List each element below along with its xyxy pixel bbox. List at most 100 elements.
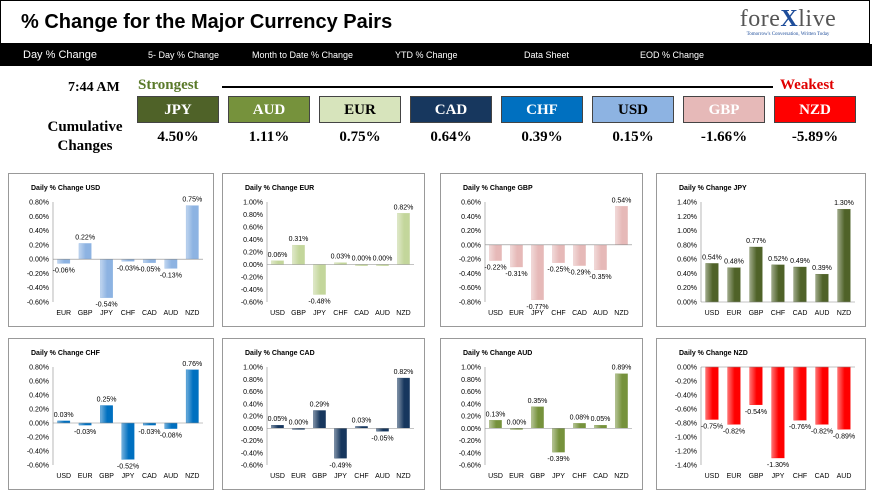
category-label: GBP [312,473,327,480]
currency-box-aud: AUD 1.11% [228,96,310,152]
bar [749,366,763,405]
category-label: AUD [163,310,178,317]
bar [100,258,113,298]
y-tick-label: 0.00% [461,426,481,433]
data-label: 0.49% [790,258,810,265]
category-label: NZD [396,473,410,480]
nav-5-day-change[interactable]: 5- Day % Change [148,50,220,60]
bar [793,366,807,421]
data-label: 0.25% [97,397,117,404]
bar [271,260,284,265]
nav-ytd-change[interactable]: YTD % Change [395,50,458,60]
data-label: 0.39% [812,265,832,272]
category-label: GBP [749,473,764,480]
y-tick-label: 0.80% [29,365,49,372]
nav-eod-change[interactable]: EOD % Change [640,50,705,60]
bar [705,366,719,420]
data-label: 0.82% [394,369,414,376]
data-label: -0.76% [789,424,811,431]
nav-day-change[interactable]: Day % Change [23,49,97,61]
bar [397,377,410,429]
category-label: EUR [509,310,524,317]
category-label: USD [270,473,285,480]
bar [531,244,544,301]
data-label: 0.52% [768,256,788,263]
data-label: 0.00% [373,256,393,263]
y-tick-label: 0.00% [461,242,481,249]
category-label: CHF [793,473,807,480]
weakest-label: Weakest [780,77,835,93]
bar [292,244,305,265]
forexlive-logo[interactable]: foreXlive Tomorrow's Conversation, Writt… [729,7,847,37]
bar [271,425,284,429]
bar [397,213,410,265]
currency-box-usd: USD 0.15% [592,96,674,152]
data-label: 0.89% [612,365,632,372]
nav-month-to-date-change[interactable]: Month to Date % Change [252,50,354,60]
y-tick-label: -0.20% [27,435,49,442]
bar-chart: Daily % Change AUD -0.60% -0.40% -0.20% 0.00… [459,350,632,480]
category-label: CAD [142,473,157,480]
bar-chart: Daily % Change EUR -0.60% -0.40% -0.20% 0.00… [241,185,414,317]
category-label: USD [56,473,71,480]
bar [334,428,347,459]
y-tick-label: 1.00% [243,200,263,207]
data-label: -0.35% [589,274,611,281]
y-tick-label: -0.40% [241,450,263,457]
data-label: 0.54% [612,197,632,204]
chart-panel-2: Daily % Change EUR -0.60% -0.40% -0.20% 0.00… [222,173,425,327]
header-bar: % Change for the Major Currency Pairs fo… [0,0,870,44]
chart-title: Daily % Change CHF [31,350,101,357]
bar [771,366,785,459]
chart-panel-7: Daily % Change AUD -0.60% -0.40% -0.20% 0.00… [440,338,643,490]
data-label: -0.48% [308,299,330,306]
category-label: AUD [375,310,390,317]
category-label: GBP [78,310,93,317]
data-label: 0.06% [268,252,288,259]
currency-cumulative-value: 4.50% [157,129,199,145]
currency-name: CAD [410,96,492,123]
category-label: NZD [185,473,199,480]
currency-box-gbp: GBP -1.66% [683,96,765,152]
nav-bar: Day % Change 5- Day % Change Month to Da… [0,44,872,66]
data-label: 0.08% [570,414,590,421]
y-tick-label: 0.60% [461,389,481,396]
bar [121,422,135,460]
category-label: CAD [815,473,830,480]
data-label: 0.22% [75,234,95,241]
data-label: 0.05% [591,416,611,423]
category-label: NZD [614,473,628,480]
y-tick-label: 0.00% [243,426,263,433]
y-tick-label: 0.20% [29,242,49,249]
category-label: CHF [333,310,347,317]
y-tick-label: 0.00% [29,257,49,264]
data-label: -0.49% [329,462,351,469]
chart-panel-4: Daily % Change JPY 0.00% 0.20% 0.40% 0.60% 0.… [656,173,866,327]
y-tick-label: -0.20% [459,438,481,445]
currency-cumulative-value: 0.15% [612,129,654,145]
data-label: -0.82% [723,428,745,435]
bar [164,258,178,269]
page-title: % Change for the Major Currency Pairs [21,11,393,33]
strongest-label: Strongest [138,77,199,93]
chart-title: Daily % Change EUR [245,185,314,192]
y-tick-label: 0.00% [677,300,697,307]
data-label: -1.30% [767,462,789,469]
category-label: JPY [334,473,347,480]
currency-box-cad: CAD 0.64% [410,96,492,152]
category-label: EUR [78,473,93,480]
bar-chart: Daily % Change CAD -0.60% -0.40% -0.20% 0.00… [241,350,414,480]
chart-title: Daily % Change CAD [245,350,315,357]
nav-data-sheet[interactable]: Data Sheet [524,50,570,60]
bar [78,243,92,260]
currency-name: AUD [228,96,310,123]
data-label: 0.00% [289,419,309,426]
data-label: 0.35% [528,398,548,405]
category-label: JPY [122,473,135,480]
currency-cumulative-value: 0.39% [521,129,563,145]
data-label: -0.06% [53,267,75,274]
category-label: JPY [313,310,326,317]
category-label: NZD [396,310,410,317]
ranking-line [222,86,773,88]
y-tick-label: -0.40% [675,393,697,400]
